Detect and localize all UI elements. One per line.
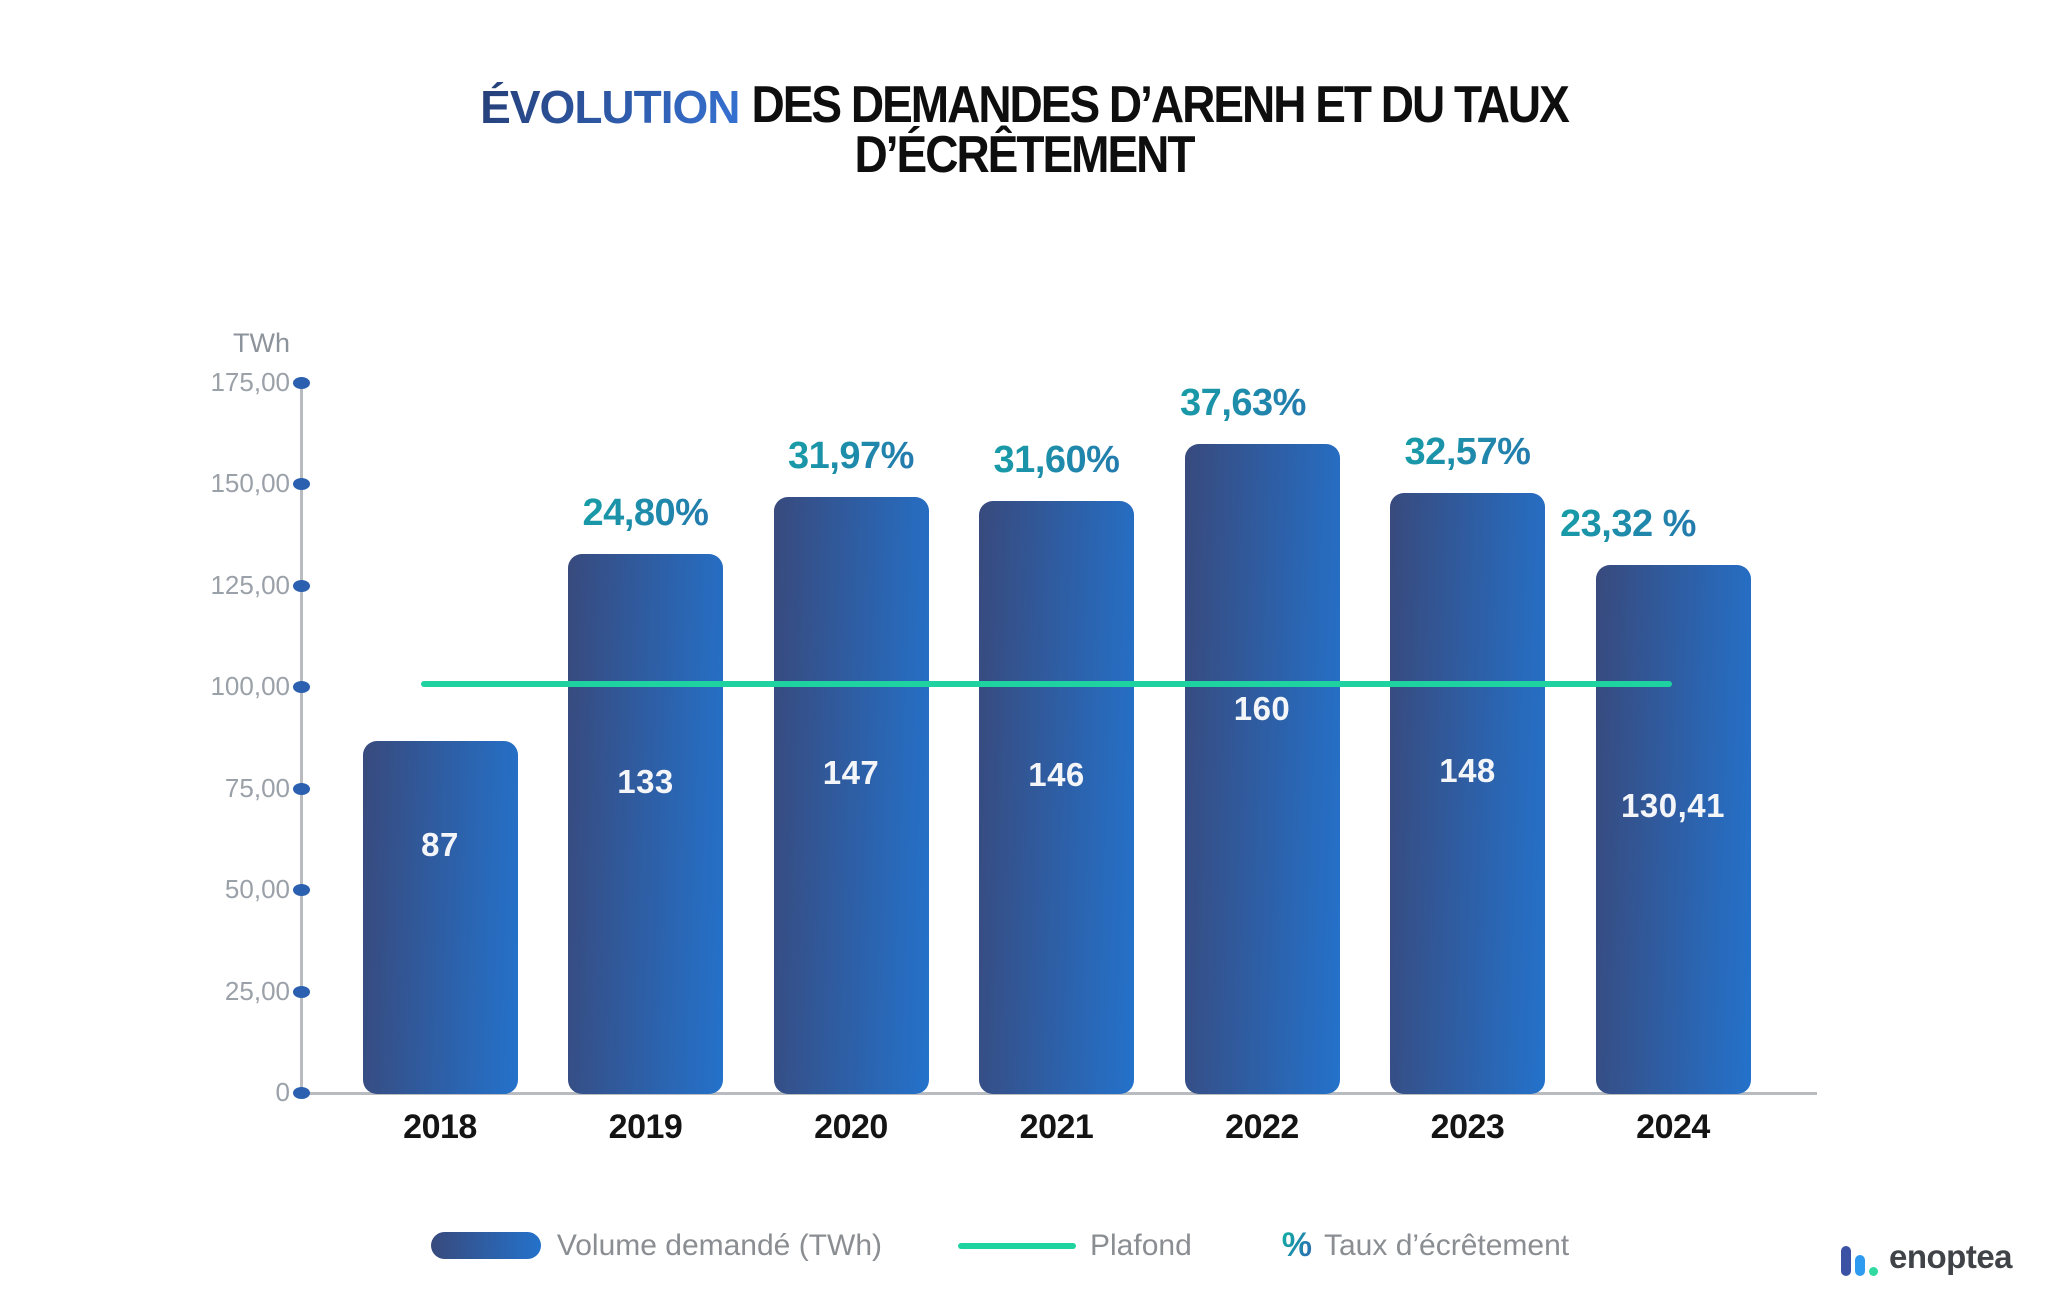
legend-taux-label: Taux d’écrêtement bbox=[1323, 1228, 1570, 1262]
bar-2018 bbox=[362, 740, 518, 1094]
pct-label-2020: 31,97% bbox=[701, 435, 1001, 478]
x-tick-label-2022: 2022 bbox=[1225, 1108, 1299, 1146]
legend-volume-label: Volume demandé (TWh) bbox=[556, 1228, 882, 1262]
y-tick-label-75: 75,00 bbox=[224, 772, 290, 803]
title-line-1: ÉVOLUTION DES DEMANDES D’ARENH ET DU TAUX bbox=[0, 76, 2048, 133]
legend: Volume demandé (TWh) Plafond % Taux d’éc… bbox=[0, 1226, 2000, 1265]
y-tick-label-150: 150,00 bbox=[210, 468, 290, 498]
y-tick-dot-0 bbox=[293, 1087, 310, 1099]
plafond-line bbox=[421, 681, 1672, 687]
pct-label-2021: 31,60% bbox=[907, 439, 1207, 482]
bar-2024 bbox=[1595, 564, 1751, 1094]
bar-value-2024: 130,41 bbox=[1621, 787, 1725, 825]
logo-bar-tall bbox=[1841, 1246, 1851, 1276]
legend-bar-swatch bbox=[430, 1232, 541, 1259]
bar-2022 bbox=[1184, 444, 1340, 1094]
y-tick-label-100: 100,00 bbox=[210, 671, 290, 701]
bar-value-2020: 147 bbox=[822, 753, 880, 791]
x-tick-label-2024: 2024 bbox=[1636, 1108, 1710, 1146]
y-tick-label-25: 25,00 bbox=[224, 975, 290, 1006]
pct-label-2023: 32,57% bbox=[1318, 431, 1618, 474]
y-tick-dot-100 bbox=[293, 681, 310, 693]
pct-label-2024: 23,32 % bbox=[1478, 503, 1778, 546]
legend-plafond-label: Plafond bbox=[1090, 1228, 1192, 1262]
title-line-2: D’ÉCRÊTEMENT bbox=[854, 124, 1196, 184]
pct-label-2022: 37,63% bbox=[1093, 382, 1393, 425]
y-axis-line bbox=[300, 382, 303, 1094]
logo-dot bbox=[1869, 1267, 1878, 1276]
bar-2019 bbox=[568, 554, 723, 1094]
y-tick-label-175: 175,00 bbox=[210, 366, 290, 397]
legend-percent-icon: % bbox=[1281, 1226, 1312, 1264]
page-title: ÉVOLUTION DES DEMANDES D’ARENH ET DU TAUX… bbox=[0, 76, 2048, 184]
x-tick-label-2019: 2019 bbox=[608, 1108, 683, 1146]
y-tick-label-50: 50,00 bbox=[224, 874, 290, 904]
pct-label-2019: 24,80% bbox=[496, 492, 796, 535]
enoptea-logo-text: enoptea bbox=[1889, 1238, 2013, 1275]
bar-2020 bbox=[773, 497, 929, 1094]
x-tick-label-2021: 2021 bbox=[1019, 1108, 1094, 1146]
y-tick-dot-25 bbox=[293, 985, 310, 998]
y-tick-dot-175 bbox=[293, 376, 310, 389]
y-tick-dot-150 bbox=[293, 478, 310, 490]
bar-value-2022: 160 bbox=[1233, 689, 1291, 727]
bar-2023 bbox=[1390, 493, 1545, 1094]
legend-line-swatch bbox=[958, 1242, 1076, 1249]
enoptea-logo: enoptea bbox=[1841, 1238, 2013, 1276]
title-highlight: ÉVOLUTION bbox=[480, 81, 740, 133]
enoptea-logo-icon bbox=[1841, 1238, 1881, 1276]
bar-value-2019: 133 bbox=[617, 762, 674, 800]
bar-value-2023: 148 bbox=[1439, 751, 1496, 789]
y-axis-unit-label: TWh bbox=[233, 328, 290, 358]
y-tick-dot-125 bbox=[293, 579, 310, 592]
x-tick-label-2018: 2018 bbox=[403, 1108, 477, 1146]
y-tick-label-0: 0 bbox=[275, 1077, 290, 1107]
x-tick-label-2023: 2023 bbox=[1430, 1108, 1505, 1146]
x-tick-label-2020: 2020 bbox=[814, 1108, 888, 1146]
y-tick-dot-75 bbox=[293, 782, 310, 795]
y-tick-label-125: 125,00 bbox=[210, 569, 290, 600]
bar-value-2021: 146 bbox=[1028, 755, 1085, 793]
title-rest: DES DEMANDES D’ARENH ET DU TAUX bbox=[751, 74, 1570, 134]
logo-bar-short bbox=[1855, 1255, 1865, 1276]
y-tick-dot-50 bbox=[293, 884, 310, 896]
bar-value-2018: 87 bbox=[421, 825, 459, 863]
bar-2021 bbox=[979, 501, 1134, 1094]
